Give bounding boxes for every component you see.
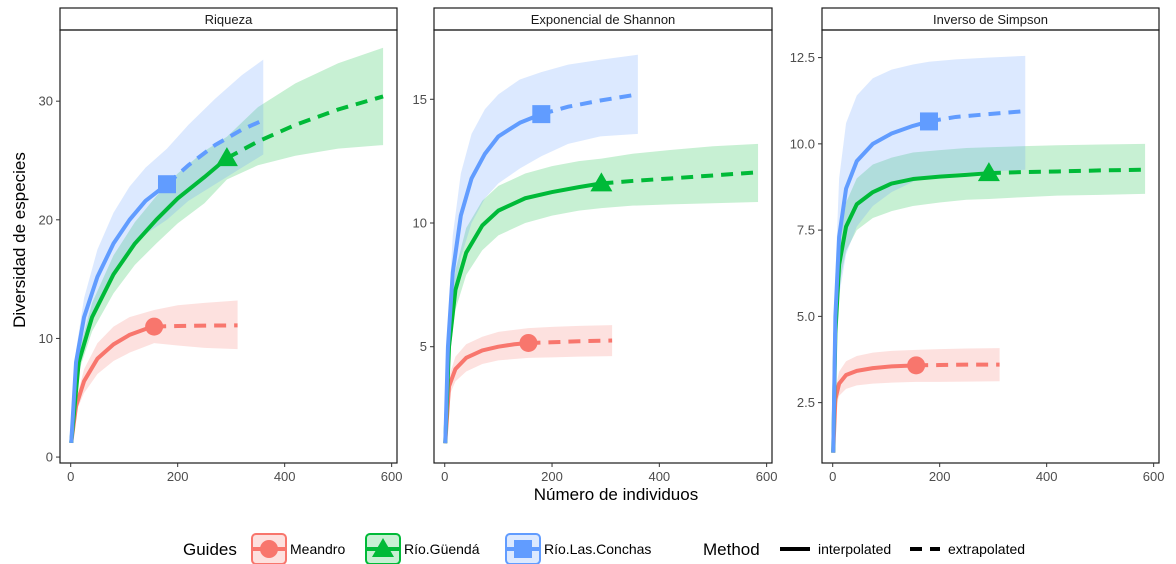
panel-1: Riqueza 0 200 400 600 0 10 20 30 <box>39 7 403 484</box>
y-tick-label: 20 <box>39 212 53 227</box>
ribbon-río-las-conchas <box>445 54 638 444</box>
observed-point-río-las-conchas <box>919 112 938 131</box>
strip-label: Riqueza <box>205 12 253 27</box>
legend: Guides Meandro Río.Güendá Río.Las.Conchas Me… <box>183 533 1025 564</box>
legend-title-guides: Guides <box>183 540 237 559</box>
line-interpolated-río-güendá <box>443 181 602 444</box>
line-extrapolated-río-güendá <box>601 170 759 186</box>
ribbon-meandro <box>71 300 238 443</box>
observed-point-río-las-conchas <box>157 175 176 194</box>
y-axis-title: Diversidad de especies <box>10 152 29 328</box>
x-tick-label: 400 <box>648 469 670 484</box>
observed-point-río-güendá <box>977 162 1000 182</box>
line-interpolated-río-las-conchas <box>831 119 930 453</box>
x-tick-label: 400 <box>274 469 296 484</box>
y-tick-label: 30 <box>39 94 53 109</box>
y-tick-label: 5 <box>420 339 427 354</box>
x-tick-label: 0 <box>441 469 448 484</box>
line-extrapolated-meandro <box>528 338 613 345</box>
panel-3: Inverso de Simpson 0 200 400 600 2.5 5.0 7.5 10.… <box>790 7 1165 484</box>
legend-square-icon <box>514 540 532 558</box>
plot-area <box>69 47 384 444</box>
line-interpolated-meandro <box>443 341 529 444</box>
panel-border <box>433 29 773 464</box>
strip-label: Inverso de Simpson <box>933 12 1048 27</box>
line-interpolated-río-güendá <box>69 156 229 444</box>
legend-label-extrapolated: extrapolated <box>948 541 1025 557</box>
legend-title-method: Method <box>703 540 760 559</box>
y-tick-label: 0 <box>46 450 53 465</box>
panel-border <box>821 29 1160 464</box>
observed-point-río-güendá <box>215 147 238 167</box>
observed-point-río-güendá <box>590 172 613 192</box>
y-tick-label: 10.0 <box>790 136 815 151</box>
line-interpolated-río-las-conchas <box>69 182 169 443</box>
ribbon-río-las-conchas <box>71 59 264 443</box>
y-tick-label: 15 <box>413 92 427 107</box>
observed-point-meandro <box>907 356 926 375</box>
x-tick-label: 600 <box>381 469 403 484</box>
y-tick-label: 12.5 <box>790 50 815 65</box>
x-tick-label: 200 <box>167 469 189 484</box>
strip-label: Exponencial de Shannon <box>531 12 676 27</box>
plot-area <box>443 54 759 444</box>
ribbon-río-las-conchas <box>833 55 1026 453</box>
panels-layer: Riqueza 0 200 400 600 0 10 20 30 Exponencial de S… <box>39 7 1165 484</box>
line-interpolated-meandro <box>69 324 155 444</box>
line-extrapolated-meandro <box>916 362 1000 368</box>
line-extrapolated-meandro <box>154 323 238 329</box>
legend-triangle-icon <box>372 538 394 557</box>
x-tick-label: 600 <box>1143 469 1165 484</box>
x-axis-title: Número de individuos <box>534 485 698 504</box>
panel-border <box>59 29 398 464</box>
y-tick-label: 7.5 <box>797 223 815 238</box>
line-extrapolated-río-güendá <box>988 167 1146 176</box>
line-extrapolated-río-las-conchas <box>165 118 265 186</box>
ribbon-meandro <box>445 325 613 444</box>
line-interpolated-río-las-conchas <box>443 112 543 444</box>
ribbon-río-güendá <box>833 143 1146 453</box>
legend-label-interpolated: interpolated <box>818 541 891 557</box>
panel-2: Exponencial de Shannon 0 200 400 600 5 10 15 <box>413 7 778 484</box>
observed-point-río-las-conchas <box>532 105 551 124</box>
x-tick-label: 200 <box>541 469 563 484</box>
y-tick-label: 10 <box>413 215 427 230</box>
y-tick-label: 10 <box>39 331 53 346</box>
line-extrapolated-río-las-conchas <box>928 109 1026 124</box>
x-tick-label: 0 <box>67 469 74 484</box>
y-tick-label: 2.5 <box>797 395 815 410</box>
observed-point-meandro <box>519 333 538 352</box>
x-tick-label: 400 <box>1036 469 1058 484</box>
legend-label-río-güendá: Río.Güendá <box>404 541 480 557</box>
line-extrapolated-río-las-conchas <box>540 92 639 117</box>
observed-point-meandro <box>145 317 164 336</box>
x-tick-label: 0 <box>829 469 836 484</box>
x-tick-label: 200 <box>929 469 951 484</box>
ribbon-meandro <box>833 348 1000 453</box>
plot-area <box>831 55 1146 453</box>
legend-label-meandro: Meandro <box>290 541 345 557</box>
ribbon-río-güendá <box>445 143 759 444</box>
ribbon-río-güendá <box>71 47 384 443</box>
line-extrapolated-río-güendá <box>225 94 384 160</box>
legend-circle-icon <box>260 540 278 558</box>
legend-label-río-las-conchas: Río.Las.Conchas <box>544 541 651 557</box>
x-tick-label: 600 <box>756 469 778 484</box>
y-tick-label: 5.0 <box>797 309 815 324</box>
